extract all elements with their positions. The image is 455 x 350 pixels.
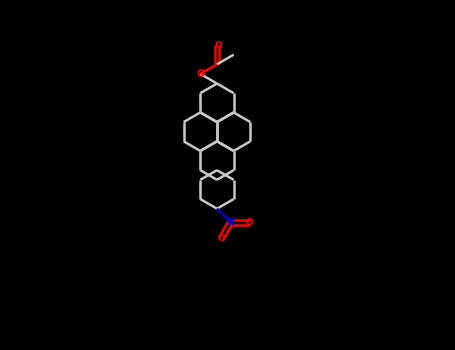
Text: N: N <box>227 217 235 227</box>
Text: O: O <box>246 218 254 227</box>
Text: O: O <box>215 41 222 50</box>
Text: O: O <box>196 69 204 79</box>
Text: O: O <box>217 234 225 244</box>
